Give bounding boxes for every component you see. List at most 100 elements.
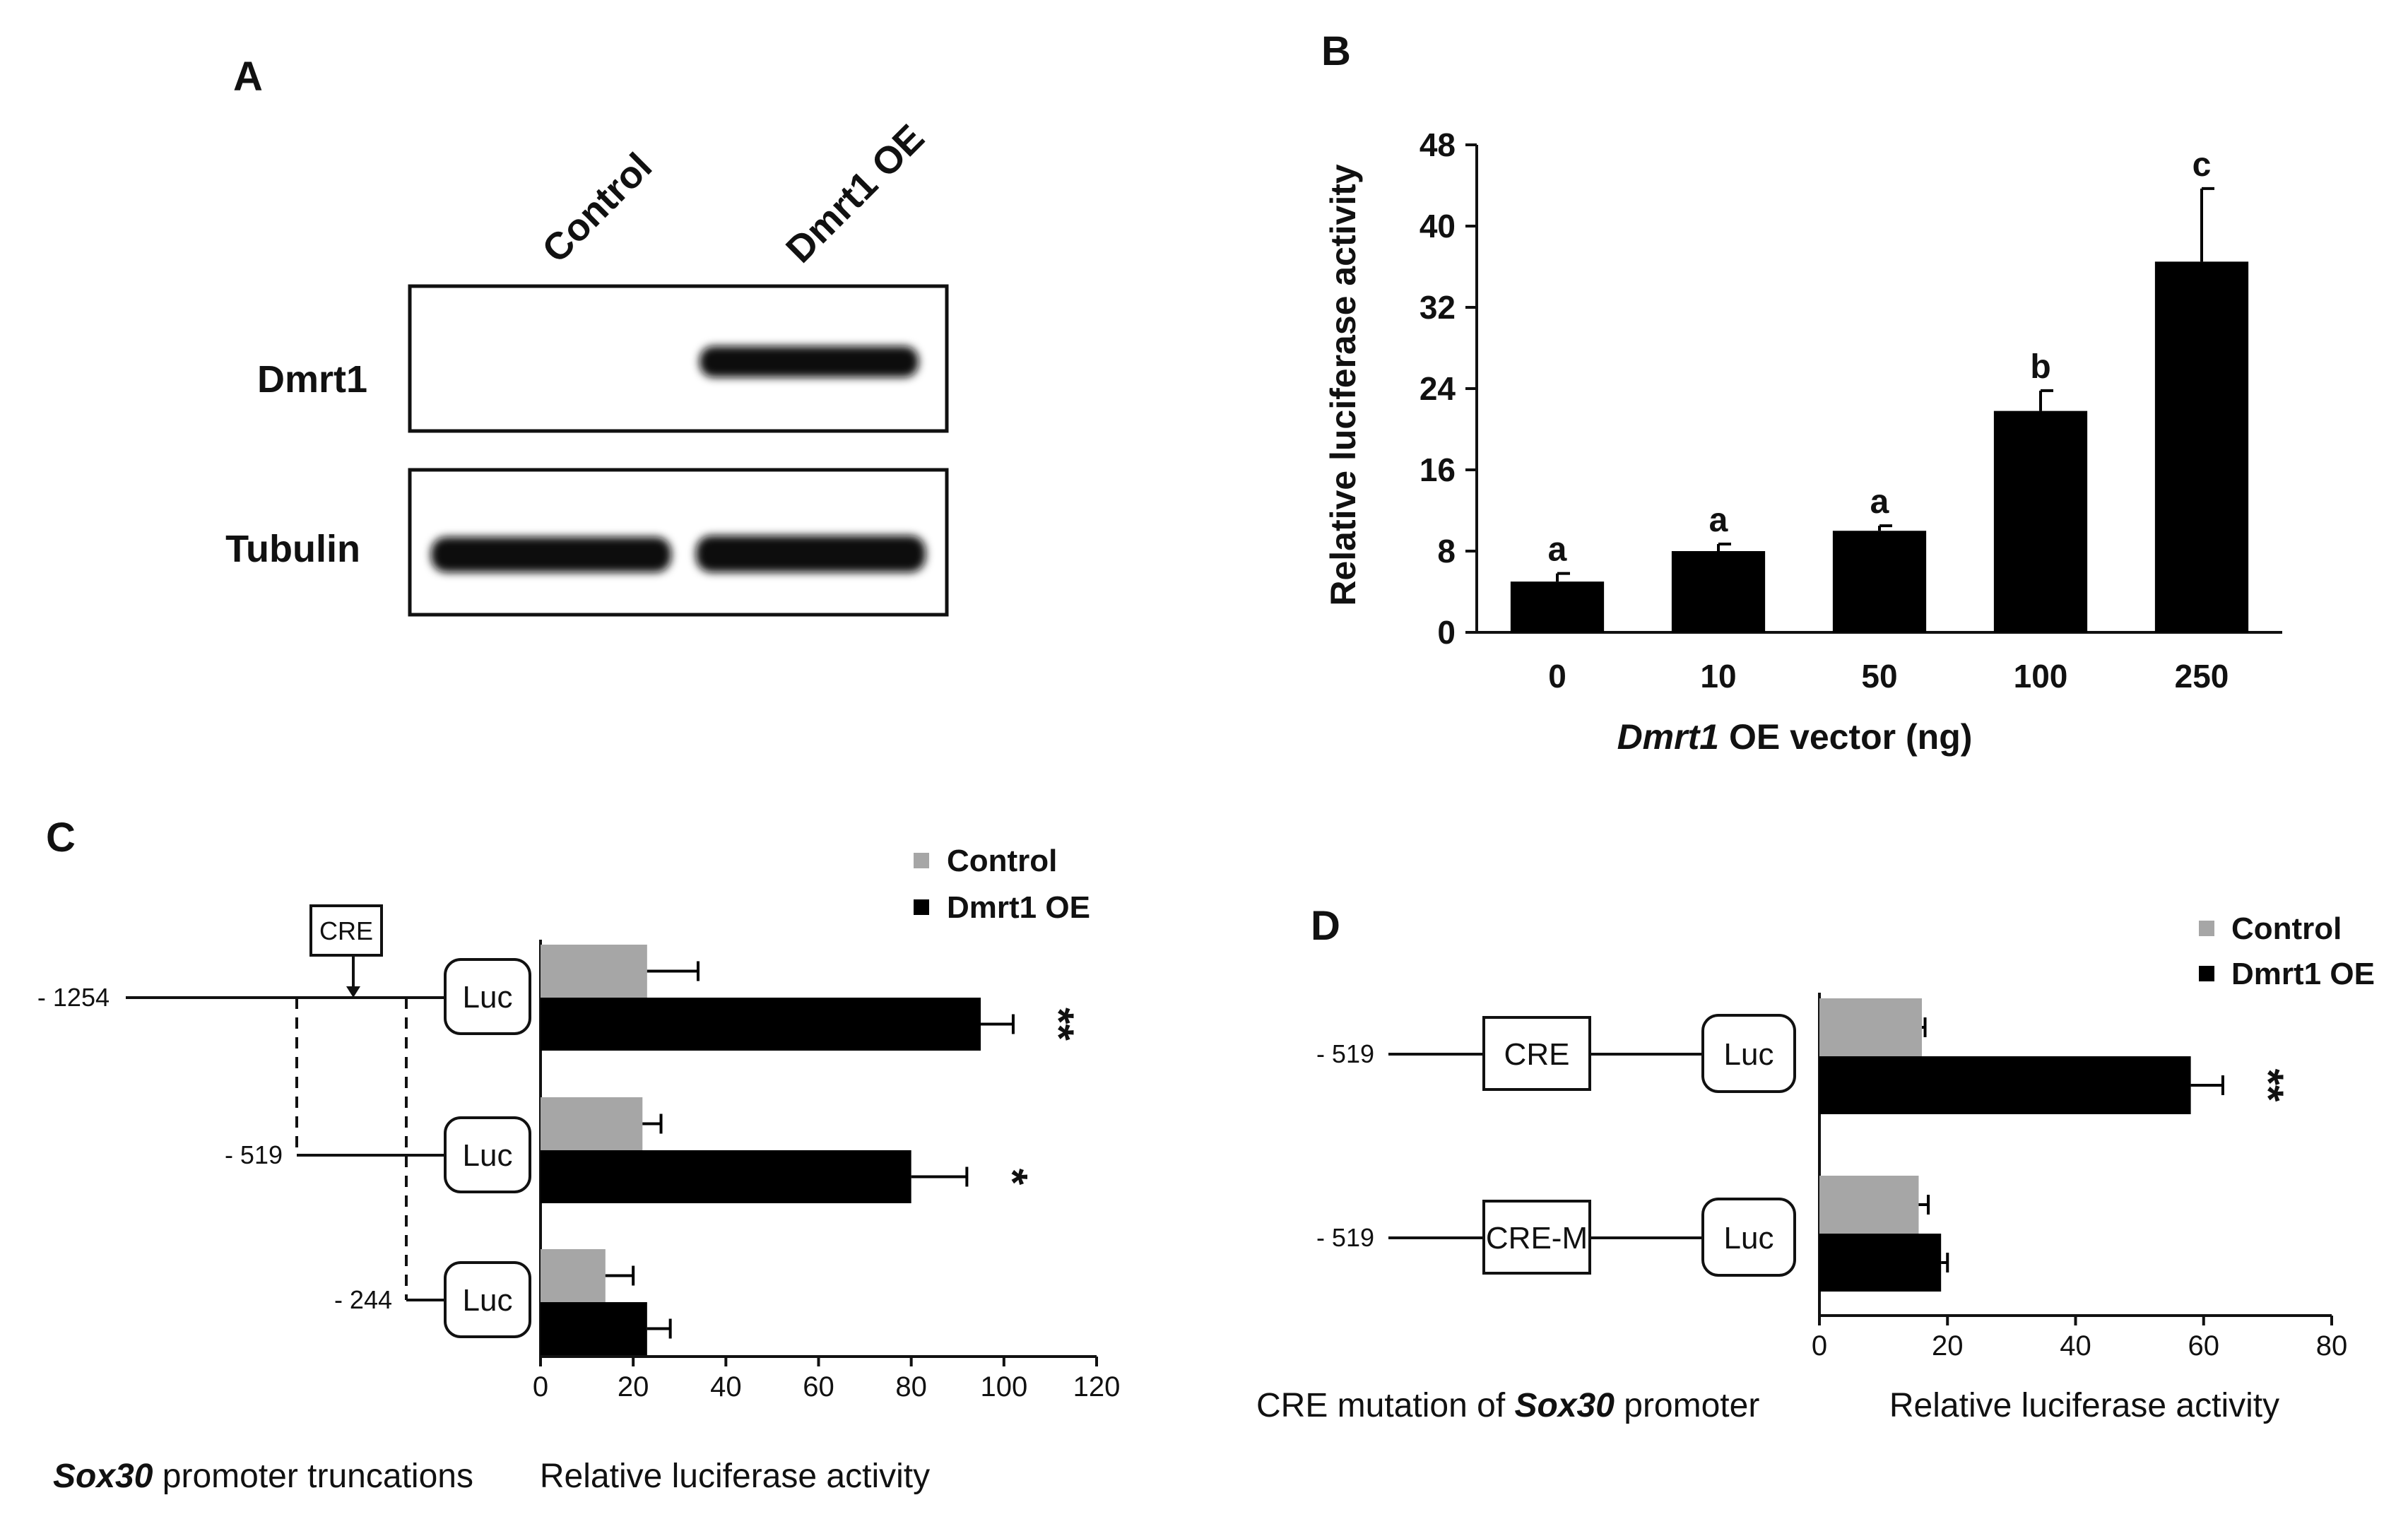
- chart-c-xtick-label: 120: [1073, 1371, 1121, 1402]
- panel-c: C Control Dmrt1 OE CRE - 1254 - 519 - 24…: [37, 815, 1120, 1495]
- chart-c-xtick-label: 100: [980, 1371, 1027, 1402]
- construct-c-pos-519: - 519: [225, 1140, 283, 1169]
- cre-box-d: [1482, 1016, 1591, 1091]
- cre-m-box-d: [1482, 1200, 1591, 1275]
- chart-b-xlabel-italic: Dmrt1: [1617, 717, 1719, 757]
- panel-d: D Control Dmrt1 OE - 519 CRE Luc - 519 C…: [1256, 903, 2375, 1424]
- chart-b-bar: [2154, 261, 2249, 632]
- caption-d-pre: CRE mutation of: [1256, 1387, 1514, 1424]
- legend-d-control: Control: [2231, 911, 2342, 946]
- lane-label-control: Control: [534, 145, 660, 271]
- legend-d-control-swatch: [2199, 921, 2214, 936]
- luc-box-c-1: [444, 958, 531, 1035]
- legend-c-dmrt1-swatch: [914, 899, 929, 915]
- legend-d-dmrt1-swatch: [2199, 966, 2214, 981]
- chart-c-bar-dmrt1-oe: [541, 1150, 911, 1203]
- chart-c-xlabel: Relative luciferase activity: [540, 1458, 930, 1495]
- chart-d-xtick-label: 60: [2188, 1330, 2220, 1361]
- chart-c-bar-dmrt1-oe: [541, 998, 981, 1051]
- chart-d-xtick-label: 20: [1932, 1330, 1964, 1361]
- chart-d-xtick-label: 40: [2060, 1330, 2091, 1361]
- chart-c-significance: *: [988, 1169, 1036, 1186]
- band-tubulin-control: [431, 537, 671, 572]
- panel-a: A Control Dmrt1 OE Dmrt1 Tubulin: [225, 54, 949, 617]
- chart-d: 0 20 40 60 80 **: [1812, 993, 2347, 1361]
- chart-b-bar: [1832, 531, 1927, 632]
- chart-c-bar-dmrt1-oe: [541, 1302, 647, 1355]
- caption-d: CRE mutation of Sox30 promoter: [1256, 1387, 1759, 1424]
- legend-c-control: Control: [947, 844, 1057, 878]
- chart-c: 0 20 40 60 80 100 120***: [533, 940, 1121, 1402]
- chart-c-xtick-label: 20: [618, 1371, 649, 1402]
- chart-b-ytick-label: 40: [1420, 208, 1456, 244]
- luc-label-c-2: Luc: [463, 1138, 513, 1173]
- chart-b-xtick-label: 0: [1548, 658, 1566, 695]
- luc-box-d-2: [1701, 1198, 1796, 1277]
- cre-m-box-d-label: CRE-M: [1486, 1221, 1588, 1256]
- chart-d-xtick-label: 0: [1812, 1330, 1827, 1361]
- chart-b-annotation: a: [1870, 483, 1889, 521]
- chart-d-bar-control: [1819, 998, 1922, 1056]
- chart-b-xlabel-rest: OE vector (ng): [1719, 717, 1972, 757]
- band-dmrt1-oe: [700, 346, 919, 377]
- chart-b-annotation: a: [1548, 531, 1567, 569]
- legend-c-control-swatch: [914, 853, 929, 868]
- chart-c-xtick-label: 60: [803, 1371, 834, 1402]
- luc-label-d-2: Luc: [1724, 1221, 1774, 1256]
- panel-c-label: C: [46, 815, 76, 861]
- luc-label-d-1: Luc: [1724, 1037, 1774, 1072]
- chart-c-bar-control: [541, 1097, 643, 1150]
- chart-b-xtick-label: 250: [2175, 658, 2229, 695]
- chart-c-xtick-label: 80: [895, 1371, 927, 1402]
- construct-c-pos-1254: - 1254: [37, 983, 110, 1012]
- panel-b: B Relative luciferase activity 0 8 16 24 32 4…: [1321, 28, 2282, 757]
- luc-box-c-3: [444, 1261, 531, 1338]
- chart-b-xtick-label: 10: [1700, 658, 1736, 695]
- luc-label-c-1: Luc: [463, 980, 513, 1015]
- chart-b-ytick-label: 32: [1420, 289, 1456, 326]
- chart-c-significance: **: [1035, 1008, 1082, 1041]
- chart-b-xlabel: Dmrt1 OE vector (ng): [1617, 717, 1973, 757]
- construct-d-pos-2: - 519: [1316, 1223, 1374, 1252]
- chart-b-ytick-label: 24: [1420, 370, 1456, 407]
- chart-b-ylabel: Relative luciferase activity: [1323, 164, 1363, 606]
- chart-d-bar-dmrt1-oe: [1819, 1056, 2191, 1114]
- caption-d-post: promoter: [1615, 1387, 1759, 1424]
- chart-d-bar-control: [1819, 1176, 1919, 1234]
- luc-box-d-1: [1701, 1014, 1796, 1093]
- chart-d-significance: **: [2245, 1069, 2292, 1102]
- caption-d-italic: Sox30: [1514, 1387, 1615, 1424]
- chart-b-xtick-label: 100: [2014, 658, 2068, 695]
- chart-d-bar-dmrt1-oe: [1819, 1234, 1942, 1292]
- legend-c-dmrt1: Dmrt1 OE: [947, 890, 1090, 925]
- panel-d-label: D: [1311, 903, 1340, 949]
- chart-b-annotation: a: [1709, 502, 1728, 539]
- cre-box-d-label: CRE: [1504, 1037, 1570, 1072]
- luc-box-c-2: [444, 1116, 531, 1193]
- chart-b-bar: [1671, 551, 1766, 632]
- chart-b-ytick-label: 48: [1420, 126, 1456, 163]
- chart-b-bar: [1993, 410, 2088, 632]
- construct-c-pos-244: - 244: [334, 1285, 392, 1314]
- chart-b-xtick-label: 50: [1861, 658, 1897, 695]
- chart-c-bar-control: [541, 945, 647, 998]
- chart-d-xtick-label: 80: [2316, 1330, 2348, 1361]
- cre-arrow-head: [346, 986, 360, 998]
- chart-b-bar: [1510, 581, 1605, 632]
- construct-d-pos-1: - 519: [1316, 1039, 1374, 1068]
- luc-label-c-3: Luc: [463, 1283, 513, 1318]
- panel-b-label: B: [1321, 28, 1351, 74]
- chart-b-annotation: c: [2192, 146, 2212, 184]
- row-label-dmrt1: Dmrt1: [257, 358, 367, 401]
- chart-d-xlabel: Relative luciferase activity: [1889, 1387, 2279, 1424]
- chart-b-ytick-label: 8: [1437, 533, 1456, 569]
- chart-b-ytick-label: 16: [1420, 451, 1456, 488]
- caption-c: Sox30 promoter truncations: [53, 1458, 473, 1495]
- caption-c-italic: Sox30: [53, 1458, 153, 1495]
- chart-c-bar-control: [541, 1249, 606, 1302]
- lane-label-dmrt1-oe: Dmrt1 OE: [778, 117, 933, 271]
- chart-b-ytick-label: 0: [1437, 614, 1456, 651]
- chart-b-annotation: b: [2030, 348, 2050, 386]
- caption-c-rest: promoter truncations: [153, 1458, 473, 1495]
- cre-box: [309, 904, 383, 957]
